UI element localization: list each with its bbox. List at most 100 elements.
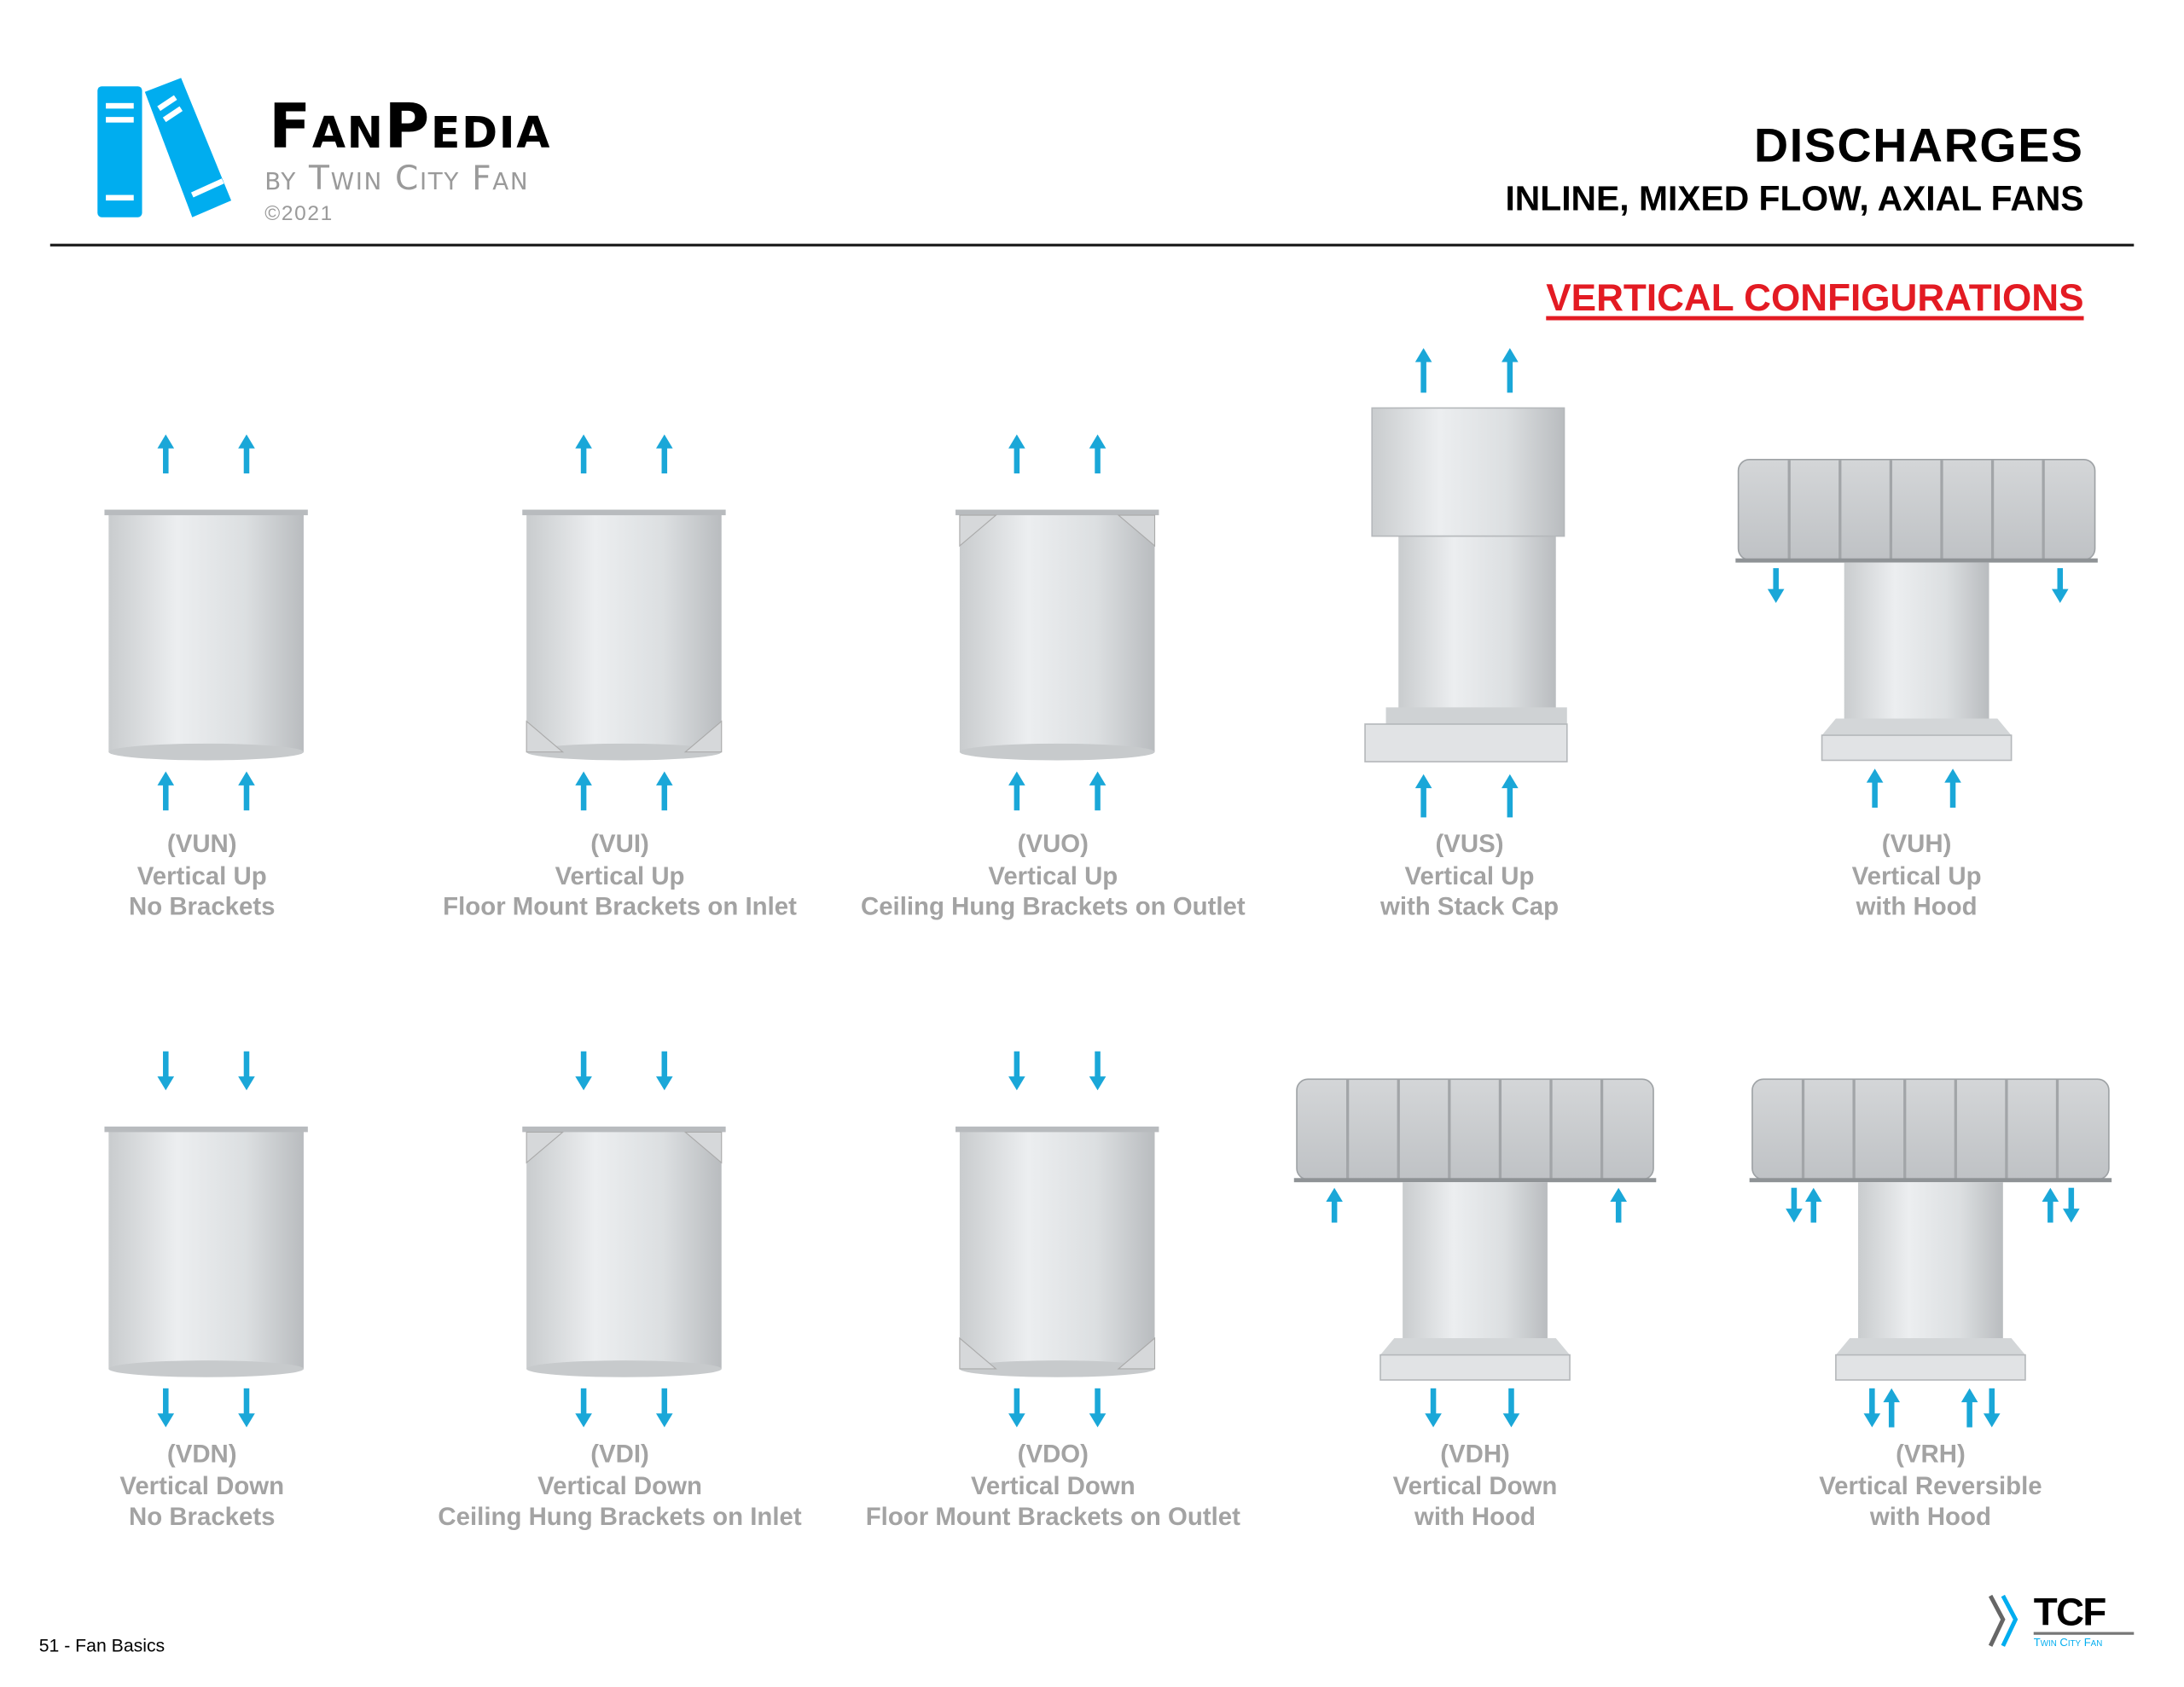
caption-line2: Ceiling Hung Brackets on Outlet — [860, 892, 1246, 921]
caption-line1: Vertical Down — [970, 1470, 1136, 1499]
arrow-head — [656, 1413, 673, 1428]
arrow-shaft — [1810, 1200, 1817, 1223]
cylinder-bottom-rim — [108, 1360, 304, 1377]
cylinder-body — [959, 512, 1155, 752]
arrow-shaft — [243, 447, 250, 474]
arrow-head — [157, 434, 175, 449]
arrow-head — [238, 771, 255, 786]
curb-base — [1821, 734, 2013, 762]
weather-hood — [1737, 458, 2096, 561]
arrow-head — [1008, 1413, 1025, 1428]
arrow-shaft — [580, 447, 587, 474]
arrow-head — [157, 1413, 175, 1428]
caption-line1: Vertical Down — [537, 1470, 702, 1499]
caption-line2: with Hood — [1869, 1502, 1991, 1531]
arrow-head — [1866, 768, 1884, 783]
arrow-shaft — [2068, 1187, 2075, 1210]
arrow-head — [2063, 1209, 2080, 1223]
arrow-head — [1502, 348, 1519, 362]
arrow-shaft — [1966, 1400, 1972, 1428]
arrow-shaft — [661, 1051, 668, 1078]
airflow-arrow-up-icon — [157, 771, 175, 811]
fan-with-hood — [1749, 1078, 2112, 1381]
arrow-shaft — [163, 447, 169, 474]
arrow-shaft — [1949, 780, 1956, 808]
airflow-arrow-up-icon — [1610, 1187, 1627, 1223]
caption-vdh: (VDH) Vertical Down with Hood — [1252, 1439, 1698, 1533]
cylinder-top-flange — [956, 509, 1159, 516]
airflow-arrow-up-icon — [157, 434, 175, 474]
caption-line2: Floor Mount Brackets on Inlet — [443, 892, 797, 921]
arrow-head — [1414, 348, 1432, 362]
caption-vuo: (VUO) Vertical Up Ceiling Hung Brackets on… — [830, 828, 1275, 922]
arrow-shaft — [1014, 784, 1020, 811]
airflow-arrow-down-icon — [1425, 1388, 1442, 1428]
arrow-head — [1089, 434, 1107, 449]
arrow-head — [1326, 1187, 1343, 1203]
arrow-shaft — [163, 1051, 169, 1078]
cylinder-body — [108, 512, 304, 752]
weather-hood — [1751, 1078, 2110, 1180]
arrow-head — [575, 434, 592, 449]
airflow-arrow-up-icon — [1960, 1388, 1978, 1428]
tcf-logo-text: TCF — [2033, 1590, 2107, 1634]
caption-vui: (VUI) Vertical Up Floor Mount Brackets on … — [397, 828, 842, 922]
caption-line1: Vertical Up — [136, 861, 267, 890]
airflow-arrow-up-icon — [1804, 1187, 1822, 1223]
airflow-arrow-down-icon — [1008, 1051, 1025, 1091]
caption-line2: Ceiling Hung Brackets on Inlet — [438, 1502, 802, 1531]
fan-cylinder — [104, 1126, 308, 1377]
arrow-head — [1008, 434, 1025, 449]
arrow-head — [1944, 768, 1961, 783]
fan-cylinder — [522, 1126, 726, 1377]
caption-line1: Vertical Down — [1392, 1470, 1558, 1499]
arrow-shaft — [1420, 786, 1426, 818]
brand-copyright: ©2021 — [264, 201, 334, 226]
fan-housing — [1403, 1182, 1548, 1344]
airflow-arrow-up-icon — [1414, 348, 1432, 393]
arrow-shaft — [1095, 784, 1101, 811]
airflow-arrow-up-icon — [238, 434, 255, 474]
arrow-shaft — [243, 1051, 250, 1078]
hood-flange — [1293, 1178, 1657, 1183]
page-subtitle: INLINE, MIXED FLOW, AXIAL FANS — [1505, 179, 2084, 219]
caption-code: (VRH) — [1896, 1440, 1966, 1468]
caption-line2: No Brackets — [128, 892, 276, 921]
caption-line1: Vertical Up — [1851, 861, 1982, 890]
caption-vrh: (VRH) Vertical Reversible with Hood — [1708, 1439, 2153, 1533]
cylinder-bottom-rim — [526, 743, 722, 761]
caption-vun: (VUN) Vertical Up No Brackets — [0, 828, 425, 922]
airflow-arrow-up-icon — [1089, 434, 1107, 474]
airflow-arrow-down-icon — [157, 1388, 175, 1428]
curb-cap-slope — [1380, 1338, 1571, 1355]
airflow-arrow-up-icon — [1502, 348, 1519, 393]
arrow-head — [2042, 1187, 2059, 1203]
curb-base — [1380, 1354, 1571, 1381]
airflow-arrow-down-icon — [1089, 1388, 1107, 1428]
arrow-head — [1786, 1209, 1803, 1223]
arrow-shaft — [1888, 1400, 1895, 1428]
mounting-bracket — [526, 1131, 565, 1164]
caption-line2: with Hood — [1856, 892, 1978, 921]
arrow-head — [656, 771, 673, 786]
mounting-bracket — [683, 720, 723, 753]
arrow-head — [238, 1076, 255, 1091]
airflow-arrow-down-icon — [2063, 1187, 2080, 1223]
arrow-shaft — [1989, 1388, 1995, 1415]
caption-code: (VDH) — [1440, 1440, 1510, 1468]
arrow-head — [1610, 1187, 1627, 1203]
airflow-arrow-down-icon — [656, 1051, 673, 1091]
arrow-head — [575, 1413, 592, 1428]
arrow-head — [1883, 1388, 1901, 1403]
arrow-head — [1089, 1076, 1107, 1091]
arrow-head — [1863, 1413, 1881, 1428]
arrow-shaft — [661, 784, 668, 811]
cylinder-bottom-rim — [959, 1360, 1155, 1377]
caption-line2: No Brackets — [128, 1502, 276, 1531]
chevron-logo-icon — [1988, 1594, 2018, 1647]
cylinder-bottom-rim — [108, 743, 304, 761]
base-ring — [1385, 707, 1567, 725]
curb-cap-slope — [1835, 1338, 2025, 1355]
arrow-shaft — [580, 1388, 587, 1415]
caption-code: (VDO) — [1017, 1440, 1089, 1468]
